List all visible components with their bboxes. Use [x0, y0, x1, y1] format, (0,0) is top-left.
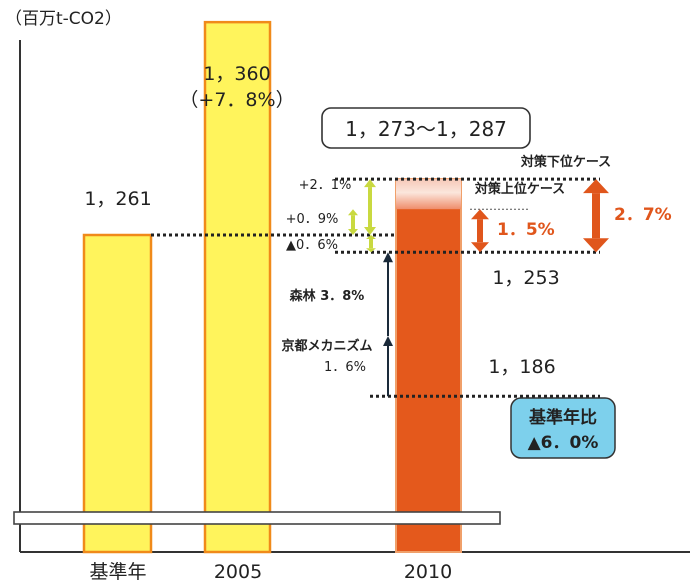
x-tick-label: 2005 — [214, 561, 262, 582]
unit-label: （百万t-CO2） — [5, 9, 122, 29]
data-label-2005-change: （+7．8%） — [179, 89, 294, 111]
range-label-2-7: 2．7% — [614, 205, 672, 225]
target-range-callout — [321, 107, 531, 149]
delta-label: ▲0．6% — [286, 238, 338, 253]
bar-base-year — [82, 233, 153, 554]
badge-line2: ▲6．0% — [528, 433, 599, 453]
delta-label: +2．1% — [299, 178, 352, 193]
axis-break — [13, 511, 501, 525]
range-arrow-1-5 — [471, 209, 489, 253]
delta-arrow-forest — [383, 252, 393, 336]
label-1186: 1，186 — [488, 356, 555, 378]
reduction-badge — [510, 397, 616, 459]
bar-2005 — [203, 20, 272, 554]
delta-label: +0．9% — [286, 212, 339, 227]
x-tick-label: 2010 — [404, 561, 452, 582]
delta-label: 1．6% — [324, 360, 366, 375]
delta-arrow-plus-2-1 — [364, 179, 376, 235]
data-label-2005: 1，360 — [203, 63, 270, 85]
delta-label: 森林 3．8% — [290, 288, 365, 304]
target-range-text: 1，273～1，287 — [345, 117, 507, 141]
badge-line1: 基準年比 — [528, 407, 597, 428]
delta-arrow-plus-0-9 — [348, 209, 358, 235]
bar-2010-range-segment — [396, 179, 461, 210]
bar-2010 — [395, 178, 462, 553]
range-label-1-5: 1．5% — [497, 220, 555, 240]
x-tick-label: 基準年 — [89, 561, 146, 582]
delta-arrow-minus-0-6 — [366, 235, 376, 253]
label-lower-case: 対策下位ケース — [520, 154, 611, 170]
range-arrow-2-7 — [583, 179, 609, 253]
data-label-base-year: 1，261 — [84, 188, 151, 210]
label-1253: 1，253 — [492, 267, 559, 289]
delta-arrow-kyoto — [383, 336, 393, 397]
delta-label: 京都メカニズム — [281, 338, 372, 354]
label-upper-case: 対策上位ケース — [474, 181, 565, 197]
